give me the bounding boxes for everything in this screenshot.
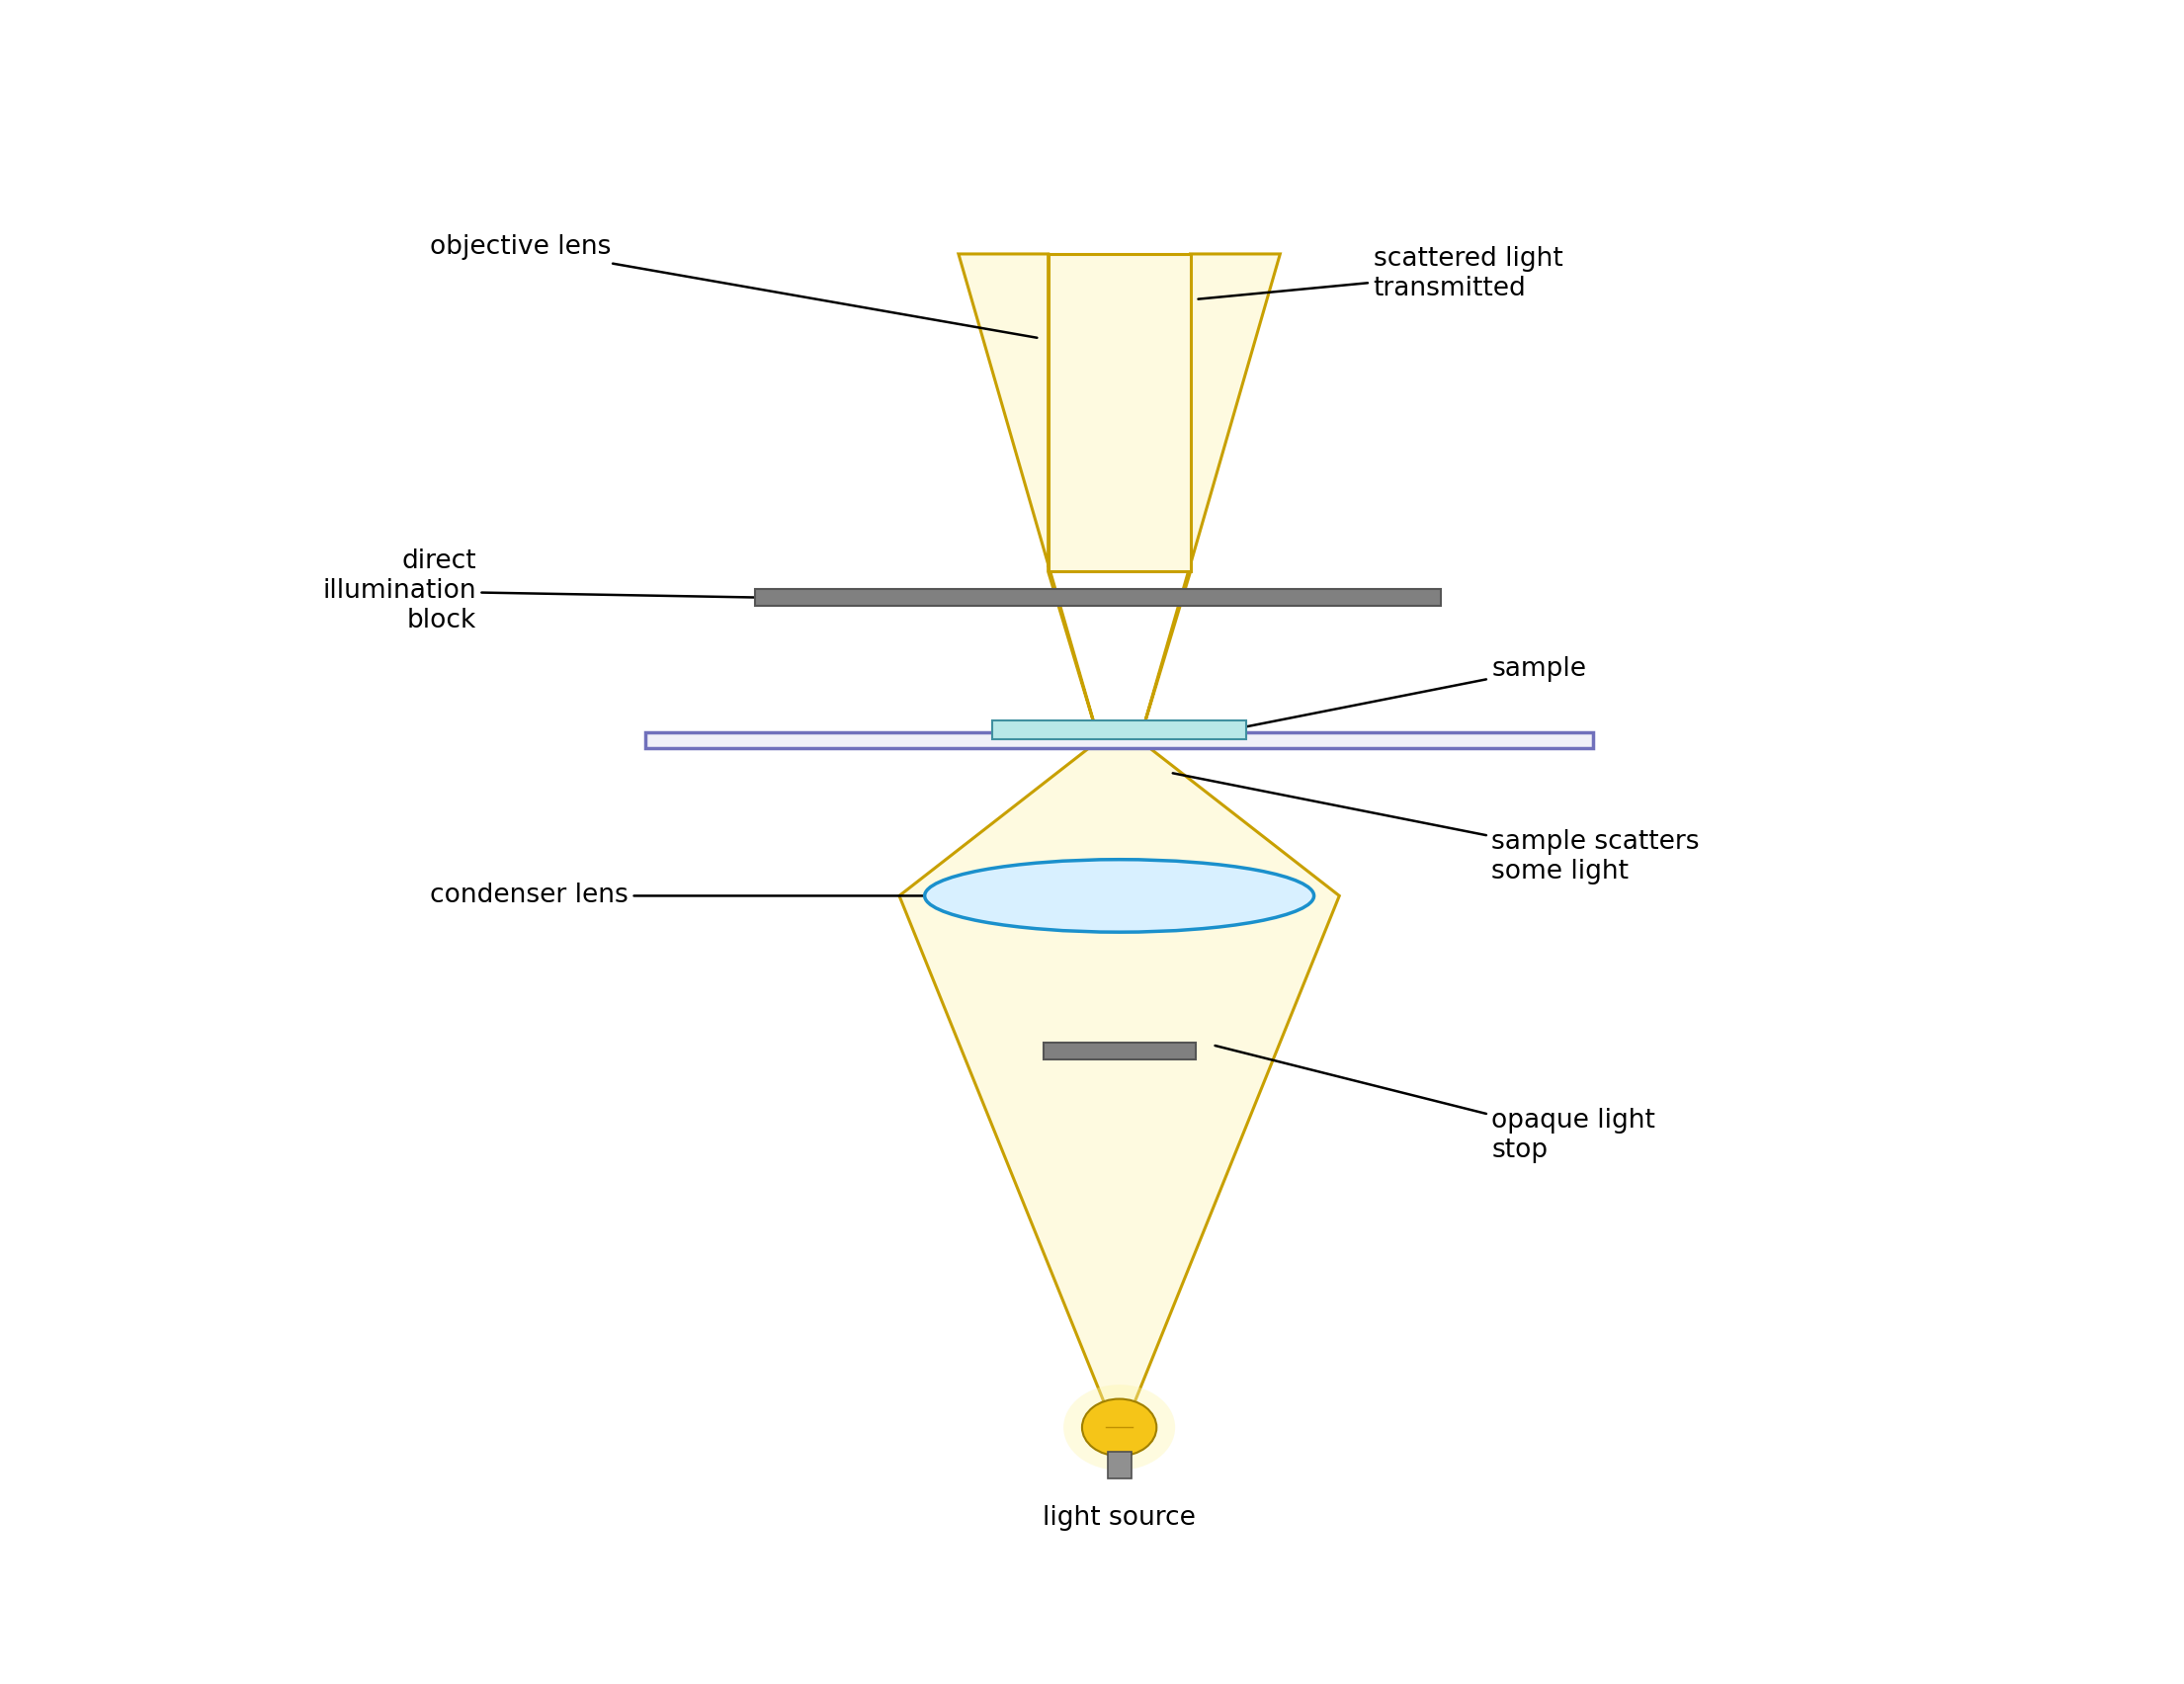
FancyBboxPatch shape	[646, 733, 1594, 748]
FancyBboxPatch shape	[756, 589, 1441, 606]
Text: direct
illumination
block: direct illumination block	[323, 549, 760, 633]
Text: condenser lens: condenser lens	[430, 882, 930, 909]
Circle shape	[1064, 1384, 1175, 1470]
Text: sample: sample	[1206, 657, 1586, 734]
Polygon shape	[959, 254, 1099, 741]
Text: light source: light source	[1042, 1505, 1197, 1531]
Text: sample scatters
some light: sample scatters some light	[1173, 773, 1699, 884]
Text: opaque light
stop: opaque light stop	[1214, 1046, 1655, 1164]
FancyBboxPatch shape	[1107, 1452, 1131, 1479]
Text: scattered light
transmitted: scattered light transmitted	[1199, 246, 1564, 301]
FancyBboxPatch shape	[1048, 254, 1190, 571]
Circle shape	[1081, 1399, 1158, 1457]
Text: objective lens: objective lens	[430, 234, 1037, 338]
FancyBboxPatch shape	[1044, 1042, 1195, 1059]
Polygon shape	[1140, 254, 1280, 741]
Polygon shape	[900, 741, 1339, 1428]
FancyBboxPatch shape	[992, 721, 1247, 739]
Ellipse shape	[924, 859, 1315, 933]
